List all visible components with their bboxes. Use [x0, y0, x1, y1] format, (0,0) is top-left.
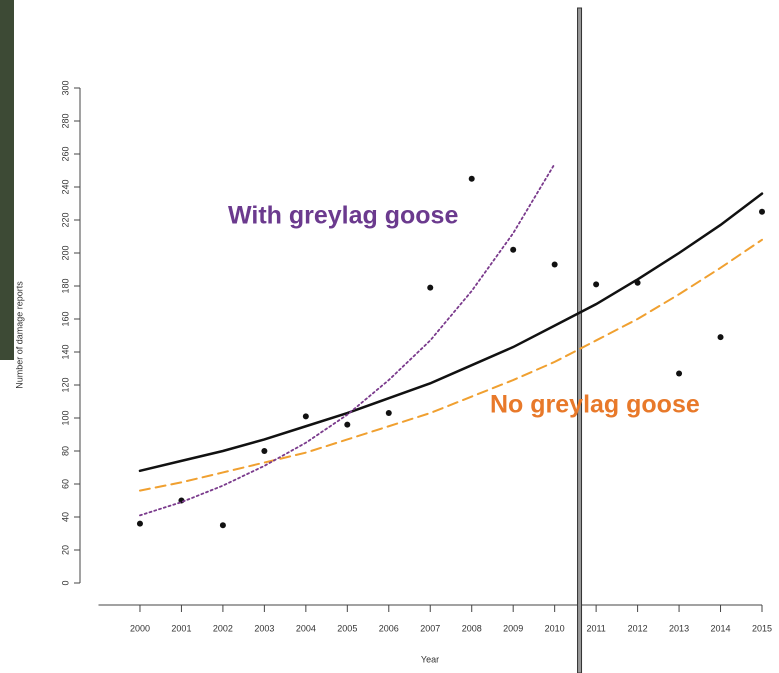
y-tick-label: 40 — [60, 512, 70, 522]
y-tick-label: 220 — [60, 212, 70, 227]
x-tick-label: 2004 — [296, 623, 316, 633]
x-tick-label: 2007 — [420, 623, 440, 633]
trend-line — [138, 238, 763, 492]
data-point — [510, 246, 517, 253]
data-point — [261, 448, 268, 454]
data-point — [344, 421, 351, 428]
y-tick-label: 180 — [60, 278, 70, 293]
x-tick-label: 2002 — [213, 623, 233, 633]
x-tick-label: 2014 — [711, 623, 731, 633]
x-tick-label: 2011 — [586, 623, 605, 633]
series-annotation: With greylag goose — [228, 202, 458, 230]
trend-line — [138, 192, 764, 473]
data-point — [136, 520, 143, 527]
y-tick-label: 80 — [60, 446, 70, 456]
x-tick-label: 2001 — [171, 623, 191, 633]
data-point — [717, 334, 724, 341]
y-tick-label: 240 — [60, 179, 70, 194]
data-point — [759, 208, 765, 215]
y-tick-label: 280 — [60, 113, 70, 128]
x-tick-label: 2000 — [130, 623, 150, 633]
y-tick-label: 140 — [60, 344, 70, 359]
x-tick-label: 2006 — [379, 623, 399, 633]
data-point — [219, 522, 226, 529]
y-tick-label: 300 — [60, 80, 70, 95]
y-tick-label: 20 — [60, 545, 70, 555]
x-tick-label: 2008 — [462, 623, 482, 633]
x-tick-label: 2003 — [254, 623, 274, 633]
data-point — [385, 410, 392, 417]
x-tick-label: 2015 — [752, 623, 772, 633]
y-tick-label: 100 — [60, 410, 70, 425]
x-tick-label: 2010 — [545, 623, 565, 633]
data-point — [676, 370, 683, 377]
y-tick-label: 200 — [60, 245, 70, 260]
data-point — [593, 281, 600, 288]
data-point — [551, 261, 558, 268]
x-tick-label: 2012 — [628, 623, 648, 633]
reference-line — [577, 7, 583, 673]
x-axis-label: Year — [421, 654, 439, 664]
y-tick-label: 0 — [60, 580, 70, 585]
y-axis-label: Number of damage reports — [14, 281, 24, 389]
y-tick-label: 260 — [60, 146, 70, 161]
x-tick-label: 2005 — [337, 623, 357, 633]
y-tick-label: 160 — [60, 311, 70, 326]
series-annotation: No greylag goose — [490, 391, 700, 419]
photo-strip — [0, 0, 14, 360]
x-tick-label: 2013 — [669, 623, 689, 633]
y-tick-label: 120 — [60, 377, 70, 392]
trend-line — [139, 163, 556, 517]
data-point — [302, 413, 309, 420]
data-point — [468, 175, 475, 182]
y-tick-label: 60 — [60, 479, 70, 489]
data-point — [427, 284, 434, 291]
x-tick-label: 2009 — [503, 623, 523, 633]
